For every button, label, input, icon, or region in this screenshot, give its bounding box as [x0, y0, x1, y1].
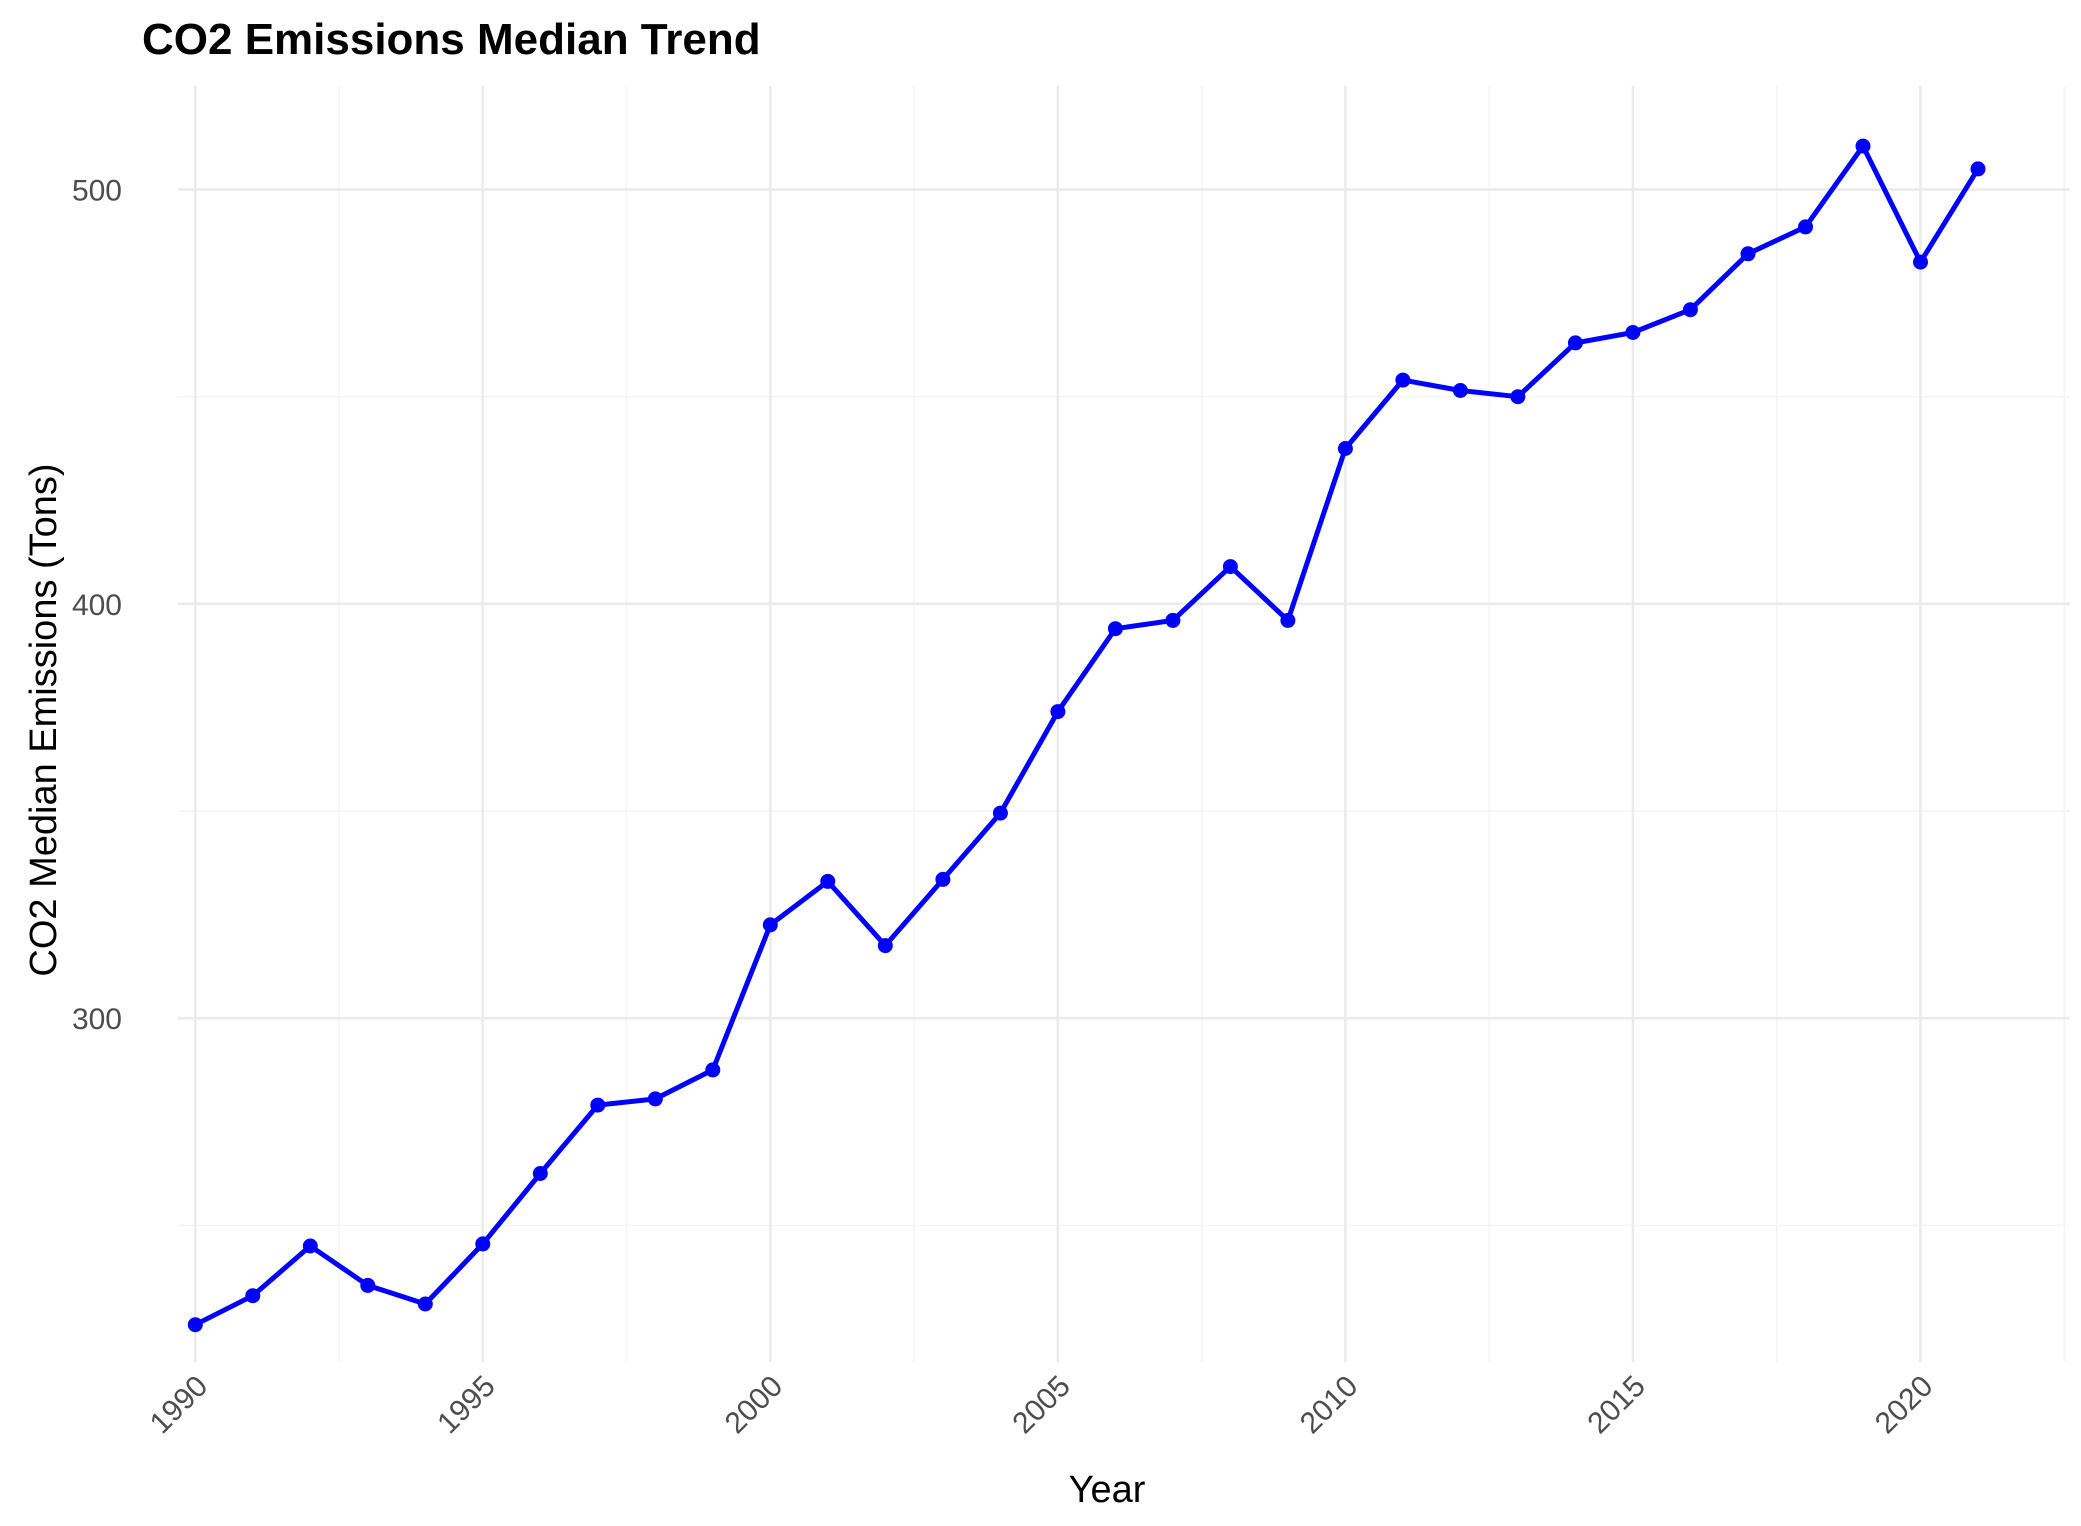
- data-point: [1452, 383, 1468, 398]
- data-point: [647, 1091, 663, 1107]
- data-point: [475, 1236, 491, 1252]
- data-point: [1625, 325, 1641, 340]
- y-tick-label: 300: [72, 1003, 122, 1036]
- data-points: [187, 138, 1986, 1333]
- y-tick-label: 400: [72, 589, 122, 622]
- data-point: [1280, 612, 1296, 628]
- data-point: [1337, 441, 1353, 456]
- x-tick-label: 1990: [144, 1370, 215, 1441]
- data-point: [1107, 621, 1123, 637]
- data-point: [360, 1277, 376, 1293]
- x-tick-label: 2020: [1869, 1370, 1940, 1441]
- data-point: [762, 917, 778, 933]
- data-point: [992, 805, 1008, 821]
- data-point: [532, 1166, 548, 1181]
- data-point: [1970, 161, 1986, 177]
- x-tick-label: 2005: [1006, 1370, 1077, 1441]
- grid: [178, 86, 2070, 1362]
- x-tick-label: 2000: [719, 1370, 790, 1441]
- data-point: [1050, 704, 1066, 720]
- data-point: [1165, 612, 1181, 628]
- series-line-group: [192, 143, 1981, 1328]
- data-point: [187, 1317, 203, 1333]
- data-point: [1395, 372, 1411, 388]
- x-axis-ticks: 1990 1995 2000 2005 2010 2015 2020: [144, 1370, 1940, 1441]
- data-point: [245, 1288, 261, 1304]
- data-point: [820, 873, 836, 889]
- data-point: [302, 1238, 318, 1254]
- data-point: [1682, 302, 1698, 318]
- x-axis-title: Year: [1069, 1469, 1146, 1511]
- y-tick-label: 500: [72, 175, 122, 208]
- data-point: [590, 1097, 606, 1113]
- data-point: [1567, 335, 1583, 351]
- data-point: [1913, 254, 1928, 270]
- data-point: [877, 938, 893, 954]
- data-point: [1855, 138, 1871, 154]
- series-line: [192, 143, 1981, 1328]
- chart-title: CO2 Emissions Median Trend: [142, 15, 761, 64]
- data-point: [417, 1296, 433, 1312]
- x-tick-label: 2010: [1294, 1370, 1365, 1441]
- data-point: [1222, 559, 1238, 575]
- data-point: [1510, 389, 1526, 405]
- data-point: [705, 1062, 721, 1078]
- x-tick-label: 1995: [431, 1370, 502, 1441]
- y-axis-ticks: 300 400 500: [72, 175, 122, 1036]
- data-point: [1740, 246, 1756, 262]
- x-tick-label: 2015: [1581, 1370, 1652, 1441]
- data-point: [1798, 219, 1813, 235]
- y-axis-title: CO2 Median Emissions (Tons): [23, 463, 65, 976]
- data-point: [935, 871, 951, 887]
